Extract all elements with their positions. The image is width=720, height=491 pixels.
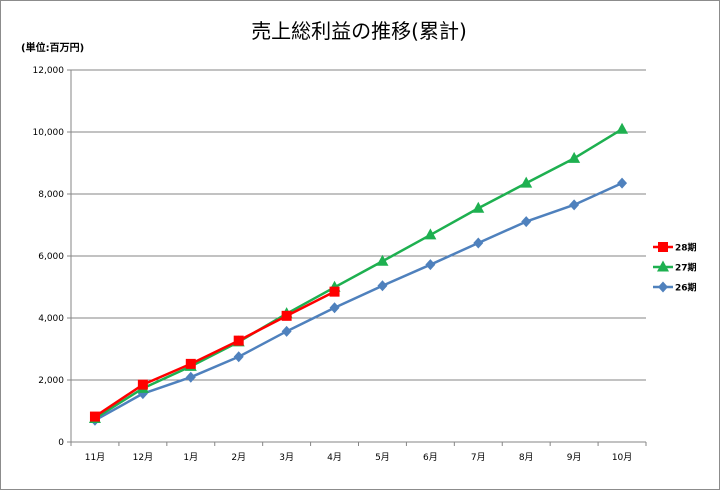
marker-triangle	[657, 260, 669, 272]
marker-diamond	[185, 371, 196, 383]
x-tick-label: 1月	[183, 452, 198, 463]
marker-square	[329, 286, 340, 297]
series-line	[94, 182, 623, 422]
marker-square	[281, 310, 292, 321]
legend-label: 27期	[675, 262, 697, 274]
x-tick-label: 3月	[279, 452, 294, 463]
legend-item: 26期	[653, 281, 697, 294]
marker-triangle	[568, 151, 581, 163]
y-tick-label: 4,000	[38, 314, 64, 324]
x-tick-label: 11月	[85, 452, 105, 463]
marker-square	[185, 358, 196, 369]
axes: 0 2,000 4,000 6,000 8,000 10,000 12,000 11月 12月 1…	[33, 66, 647, 463]
legend-item: 27期	[653, 260, 697, 274]
marker-triangle	[472, 201, 485, 213]
marker-square	[233, 335, 244, 346]
series-1	[88, 122, 629, 423]
legend-label: 28期	[675, 242, 697, 254]
marker-diamond	[281, 325, 292, 337]
marker-diamond	[473, 237, 484, 249]
legend-item: 28期	[653, 242, 697, 254]
x-tick-label: 8月	[519, 452, 534, 463]
marker-diamond	[658, 281, 668, 293]
marker-diamond	[617, 177, 628, 189]
y-tick-label: 0	[58, 438, 64, 448]
chart-title: 売上総利益の推移(累計)	[251, 19, 467, 43]
marker-triangle	[424, 228, 437, 240]
x-tick-label: 7月	[471, 452, 486, 463]
y-tick-label: 8,000	[38, 190, 64, 200]
marker-diamond	[377, 280, 388, 292]
x-tick-label: 2月	[231, 452, 246, 463]
marker-diamond	[233, 351, 244, 363]
y-tick-label: 2,000	[38, 376, 64, 386]
marker-square	[137, 379, 148, 390]
x-tick-label: 5月	[375, 452, 390, 463]
y-tick-label: 6,000	[38, 252, 64, 262]
x-tick-label: 10月	[612, 452, 632, 463]
y-tick-label: 12,000	[33, 66, 65, 76]
marker-square	[658, 242, 668, 252]
legend: 28期 27期 26期	[653, 242, 697, 294]
marker-diamond	[569, 199, 580, 211]
marker-diamond	[329, 302, 340, 314]
marker-square	[89, 411, 100, 422]
series-line	[94, 290, 336, 418]
series-group	[88, 122, 629, 426]
x-tick-label: 4月	[327, 452, 342, 463]
x-tick-label: 9月	[567, 452, 582, 463]
marker-triangle	[616, 122, 629, 134]
y-tick-label: 10,000	[33, 128, 65, 138]
unit-label: (単位:百万円)	[21, 41, 84, 54]
marker-triangle	[520, 176, 533, 188]
marker-diamond	[521, 216, 532, 228]
series-0	[89, 286, 340, 422]
marker-diamond	[425, 259, 436, 271]
series-2	[89, 177, 628, 426]
gridlines	[67, 69, 646, 443]
legend-label: 26期	[675, 282, 697, 294]
marker-triangle	[376, 254, 389, 266]
x-tick-label: 6月	[423, 452, 438, 463]
x-tick-label: 12月	[133, 452, 153, 463]
series-line	[94, 128, 623, 420]
